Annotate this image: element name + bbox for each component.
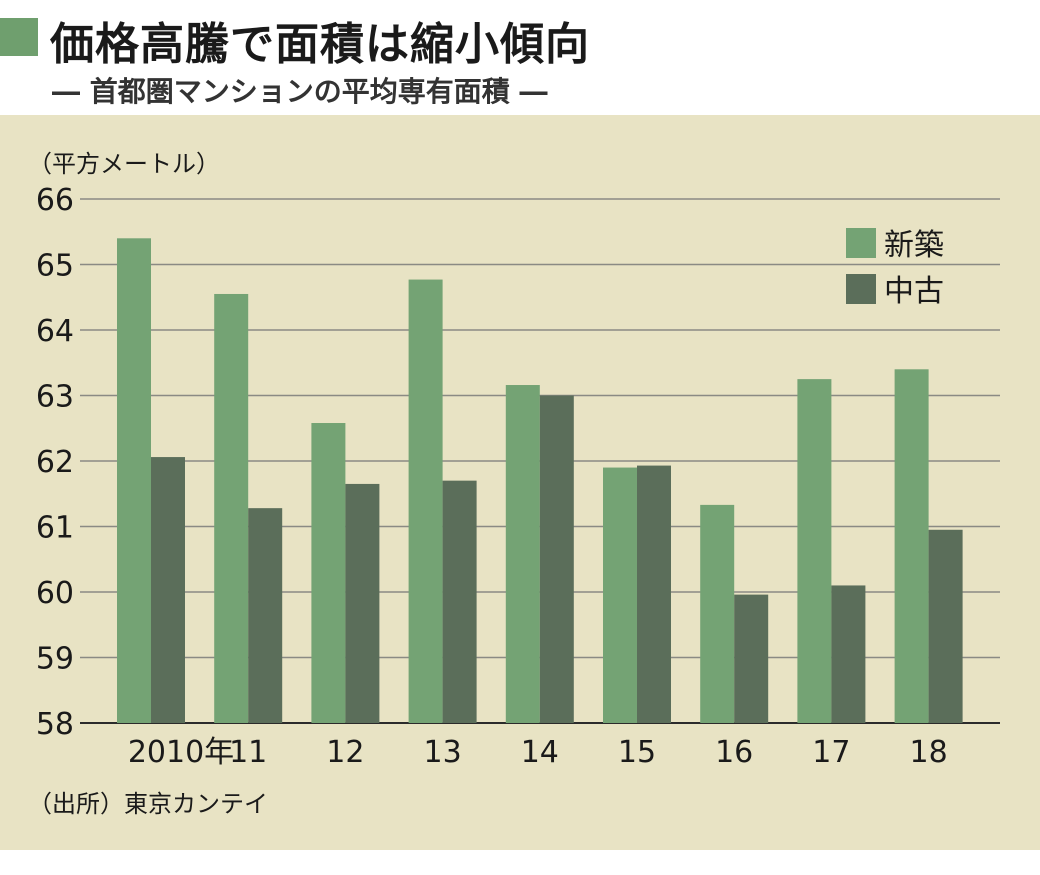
y-tick-label: 61 <box>36 511 74 546</box>
x-tick-label: 2010年 <box>128 735 234 770</box>
bar-new <box>700 504 735 723</box>
source-note: （出所）東京カンテイ <box>28 790 268 818</box>
x-tick-label: 11 <box>229 735 267 770</box>
title-marker-square <box>0 18 38 56</box>
bar-new <box>311 423 346 723</box>
bar-used <box>345 483 380 723</box>
bar-used <box>539 395 574 723</box>
bar-used <box>248 508 283 723</box>
bar-new <box>797 379 832 723</box>
bar-used <box>151 457 185 723</box>
legend: 新築 中古 <box>846 228 944 309</box>
legend-swatch-used <box>846 274 876 304</box>
bar-new <box>603 467 637 723</box>
x-tick-label: 12 <box>326 735 364 770</box>
bar-new <box>214 293 249 723</box>
bar-new <box>117 238 151 724</box>
bars <box>117 238 963 724</box>
y-tick-label: 62 <box>36 445 74 480</box>
x-tick-label: 17 <box>812 735 850 770</box>
y-tick-label: 59 <box>36 642 74 677</box>
y-tick-label: 66 <box>36 183 74 218</box>
bar-new <box>894 369 929 723</box>
y-tick-label: 60 <box>36 576 74 611</box>
x-tick-label: 16 <box>715 735 753 770</box>
bar-new <box>505 385 540 723</box>
chart-subtitle: ― 首都圏マンションの平均専有面積 ― <box>52 75 548 108</box>
y-tick-label: 58 <box>36 707 74 742</box>
legend-label-new: 新築 <box>884 228 944 263</box>
x-tick-label: 15 <box>618 735 656 770</box>
legend-label-used: 中古 <box>884 274 944 309</box>
bar-used <box>928 529 963 723</box>
bar-used <box>831 585 866 723</box>
bar-used <box>734 594 769 723</box>
x-tick-label: 18 <box>910 735 948 770</box>
chart-title: 価格高騰で面積は縮小傾向 <box>50 19 590 70</box>
x-tick-label: 13 <box>424 735 462 770</box>
y-tick-labels: 58 59 60 61 62 63 64 65 66 <box>36 183 74 742</box>
x-tick-label: 14 <box>521 735 559 770</box>
y-tick-label: 65 <box>36 249 74 284</box>
bar-used <box>637 465 671 723</box>
y-tick-label: 63 <box>36 380 74 415</box>
y-unit-label: （平方メートル） <box>28 150 220 178</box>
bar-new <box>408 279 443 723</box>
bar-used <box>442 480 477 723</box>
legend-swatch-new <box>846 228 876 258</box>
y-tick-label: 64 <box>36 314 74 349</box>
